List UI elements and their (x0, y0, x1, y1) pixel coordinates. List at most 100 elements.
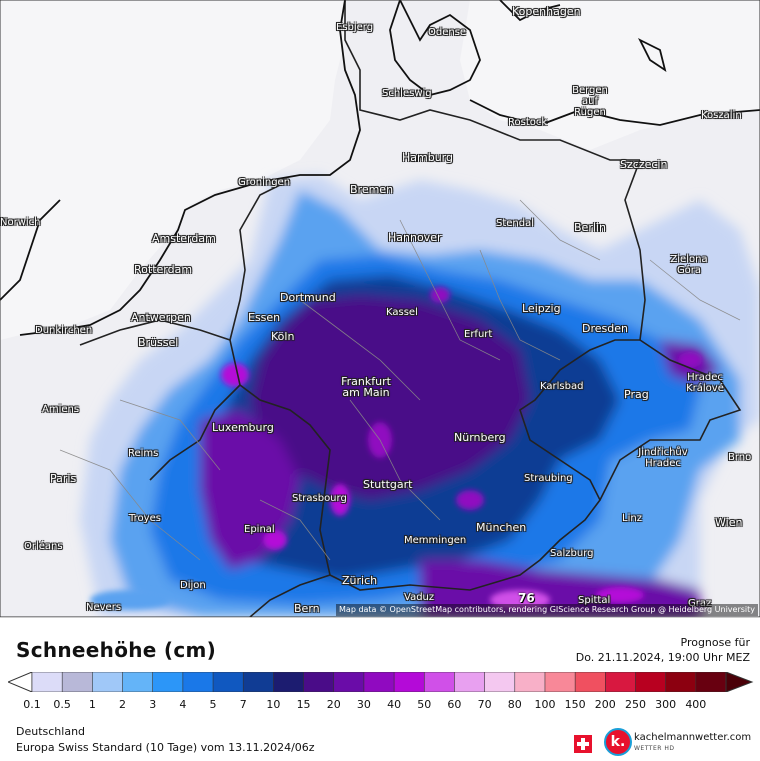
max-snow-depth-marker: 76 (518, 591, 535, 605)
brand-name[interactable]: kachelmannwetter.com (634, 732, 752, 743)
city-label: Erfurt (464, 329, 493, 340)
region-borders (59, 199, 741, 561)
colorbar-swatch (273, 672, 305, 692)
city-label: Köln (271, 330, 295, 343)
city-label: Dortmund (280, 291, 336, 304)
city-label: Odense (428, 27, 467, 38)
model-run-label: Europa Swiss Standard (10 Tage) vom 13.1… (16, 741, 315, 754)
colorbar-swatch (152, 672, 184, 692)
colorbar-swatch (423, 672, 456, 692)
city-label: Koszalin (701, 110, 742, 121)
colorbar-low-arrow (8, 672, 33, 692)
city-label: Linz (622, 513, 642, 524)
map-attribution: Map data © OpenStreetMap contributors, r… (336, 604, 758, 616)
city-label: Rotterdam (134, 263, 193, 276)
colorbar-tick-label: 7 (239, 698, 247, 711)
city-label: Kopenhagen (512, 5, 581, 18)
colorbar-swatch (92, 672, 124, 692)
city-label: Esbjerg (336, 22, 374, 33)
city-label: Epinal (244, 524, 275, 535)
city-label: Berlin (574, 221, 606, 234)
city-label: Vaduz (404, 592, 435, 603)
city-label: Brüssel (138, 336, 179, 349)
colorbar-tick-label: 300 (655, 698, 677, 711)
city-label: Paris (50, 472, 77, 485)
city-label: Luxemburg (212, 421, 274, 434)
city-label: Schleswig (382, 88, 432, 99)
north-sea (0, 0, 345, 340)
city-label: Hradec Králové (686, 372, 724, 394)
city-label: Hannover (388, 231, 442, 244)
city-label: Dijon (180, 580, 206, 591)
colorbar-tick-label: 250 (624, 698, 646, 711)
colorbar-tick-label: 70 (477, 698, 492, 711)
city-label: Antwerpen (131, 311, 191, 324)
colorbar-tick-label: 150 (564, 698, 586, 711)
city-label: Graz (688, 598, 712, 609)
city-label: Strasbourg (292, 493, 347, 504)
coastlines (0, 0, 760, 336)
city-label: München (476, 521, 527, 534)
city-label: Karlsbad (540, 381, 584, 392)
snow-depth-map[interactable]: Esbjerg Odense Kopenhagen Schleswig Berg… (0, 0, 760, 617)
colorbar-tick-label: 20 (326, 698, 341, 711)
colorbar-swatch (454, 672, 486, 692)
city-label: Bergen auf Rügen (572, 85, 608, 118)
colorbar-tick-label: 4 (179, 698, 187, 711)
colorbar-swatch (695, 672, 727, 692)
city-label: Prag (624, 388, 649, 401)
city-label: Jindřichův Hradec (638, 447, 688, 469)
legend-panel: Schneehöhe (cm) Prognose für Do. 21.11.2… (0, 617, 760, 761)
city-label: Stuttgart (363, 478, 413, 491)
legend-title: Schneehöhe (cm) (16, 638, 217, 662)
colorbar-tick-label: 30 (356, 698, 371, 711)
colorbar-swatch (61, 672, 94, 692)
colorbar-tick-label: 0.1 (23, 698, 41, 711)
city-label: Leipzig (522, 302, 561, 315)
colorbar-tick-label: 3 (149, 698, 157, 711)
city-label: Orléans (24, 541, 63, 552)
city-label: Spittal (578, 595, 611, 606)
snow-depth-field (80, 175, 760, 617)
colorbar-swatch (212, 672, 245, 692)
colorbar-swatch (605, 672, 637, 692)
forecast-date: Do. 21.11.2024, 19:00 Uhr MEZ (575, 651, 750, 664)
city-label: Brno (728, 452, 752, 463)
brand-logo-icon[interactable]: k. (604, 728, 632, 756)
colorbar-tick-label: 80 (507, 698, 522, 711)
colorbar-tick-label: 15 (296, 698, 311, 711)
colorbar-swatch (122, 672, 154, 692)
city-label: Groningen (238, 177, 291, 188)
colorbar-swatch (182, 672, 214, 692)
city-label: Stendal (496, 218, 535, 229)
country-borders (79, 0, 742, 617)
colorbar-swatch (393, 672, 426, 692)
baltic-sea (460, 0, 760, 150)
forecast-label: Prognose für (680, 636, 751, 649)
colorbar-swatch (363, 672, 395, 692)
city-label: Kassel (386, 307, 418, 318)
map-canvas (0, 0, 760, 617)
colorbar-high-arrow (725, 672, 754, 692)
colorbar-tick-label: 50 (417, 698, 432, 711)
city-label: Salzburg (550, 548, 594, 559)
city-label: Bern (294, 602, 320, 615)
colorbar-swatch (665, 672, 697, 692)
city-label: Frankfurt am Main (341, 375, 391, 399)
city-label: Troyes (129, 513, 161, 524)
colorbar-tick-label: 60 (447, 698, 462, 711)
city-label: Reims (128, 448, 159, 459)
colorbar-tick-label: 10 (266, 698, 281, 711)
city-label: Rostock (508, 117, 548, 128)
colorbar-swatch (242, 672, 275, 692)
brand-subtitle: WETTER HD (634, 745, 675, 752)
colorbar-tick-label: 40 (387, 698, 402, 711)
region-label: Deutschland (16, 725, 86, 738)
city-label: Wien (715, 516, 743, 529)
colorbar-tick-label: 200 (594, 698, 616, 711)
city-label: Amiens (42, 404, 80, 415)
city-label: Amsterdam (152, 232, 216, 245)
city-label: Szczecin (620, 158, 668, 171)
city-label: Dresden (582, 322, 628, 335)
city-label: Zielona Góra (670, 254, 708, 276)
